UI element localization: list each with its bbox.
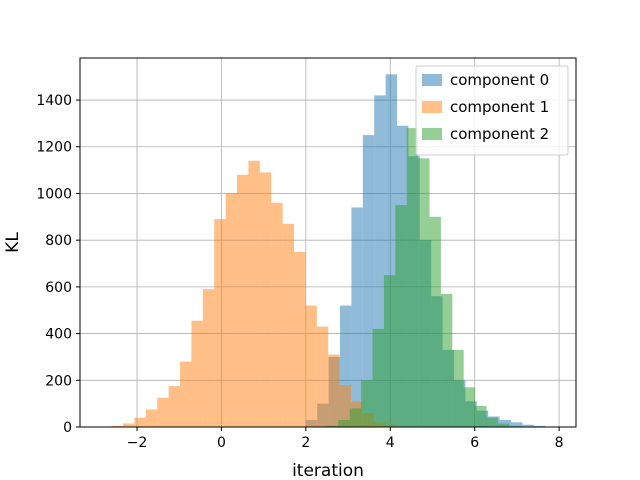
histogram-bar <box>522 424 534 427</box>
y-tick-label: 400 <box>45 327 72 343</box>
histogram-bar <box>248 160 260 427</box>
histogram-bar <box>316 326 329 427</box>
histogram-bar <box>440 293 453 427</box>
histogram-bar <box>406 128 419 427</box>
histogram-bar <box>349 408 362 427</box>
histogram-bar <box>452 349 464 427</box>
histogram-bar <box>361 380 373 427</box>
histogram-bar <box>145 409 158 427</box>
histogram-bar <box>362 135 375 427</box>
histogram-bars <box>111 74 557 428</box>
x-tick-label: 0 <box>217 435 226 451</box>
histogram-bar <box>383 275 396 427</box>
histogram-bar <box>180 361 192 427</box>
x-tick-label: −2 <box>127 435 148 451</box>
y-tick-label: 800 <box>45 233 72 249</box>
histogram-bar <box>237 174 249 427</box>
x-tick-label: 8 <box>555 435 564 451</box>
histogram-bar <box>271 202 283 427</box>
legend-swatch <box>422 74 442 86</box>
y-tick-label: 1200 <box>36 140 72 156</box>
histogram-bar <box>305 305 317 427</box>
histogram-bar <box>202 289 215 427</box>
histogram-bar <box>294 251 306 427</box>
histogram-bar <box>328 354 340 427</box>
histogram-bar <box>486 417 498 427</box>
histogram-bar <box>429 216 441 427</box>
histogram-bar <box>214 219 226 427</box>
histogram-bar <box>339 384 352 427</box>
series-2 <box>326 128 521 427</box>
y-tick-label: 0 <box>63 420 72 436</box>
histogram-bar <box>533 425 546 427</box>
x-tick-label: 4 <box>386 435 395 451</box>
x-axis-label: iteration <box>292 461 364 480</box>
plot-frame <box>79 57 577 428</box>
histogram-bar <box>497 423 510 427</box>
histogram-bar <box>134 417 146 427</box>
y-tick-label: 1400 <box>36 93 72 109</box>
histogram-bar <box>157 397 169 427</box>
histogram-bar <box>225 193 238 427</box>
histogram-bar <box>374 95 386 427</box>
histogram-bar <box>282 223 295 427</box>
histogram-bar <box>351 207 363 427</box>
legend: component 0 component 1 component 2 <box>415 65 569 156</box>
legend-label: component 1 <box>450 98 549 116</box>
histogram-bar <box>418 158 430 427</box>
legend-label: component 0 <box>450 71 549 89</box>
legend-label: component 2 <box>450 125 549 143</box>
histogram-bar <box>463 387 476 427</box>
histogram-bar <box>338 419 350 427</box>
histogram-bar <box>372 328 384 427</box>
axis-ticks: −2 0 2 4 6 8 0 200 400 600 800 1000 1200 1400 <box>36 93 563 451</box>
histogram-bar <box>259 172 272 427</box>
histogram-bar <box>111 425 124 427</box>
x-tick-label: 2 <box>301 435 310 451</box>
histogram-bar <box>395 205 407 427</box>
y-tick-label: 600 <box>45 280 72 296</box>
y-tick-label: 200 <box>45 373 72 389</box>
legend-box <box>415 65 569 156</box>
grid-lines <box>80 58 576 428</box>
legend-swatch <box>422 101 442 113</box>
series-1 <box>111 160 397 427</box>
y-tick-label: 1000 <box>36 186 72 202</box>
legend-swatch <box>422 128 442 140</box>
histogram-bar <box>509 425 521 427</box>
histogram-bar <box>475 405 487 427</box>
x-tick-label: 6 <box>470 435 479 451</box>
y-axis-label: KL <box>3 232 23 253</box>
histogram-bar <box>510 422 523 427</box>
histogram-bar <box>123 423 135 427</box>
histogram-bar <box>385 74 398 428</box>
histogram-bar <box>191 320 203 427</box>
histogram-bar <box>326 425 339 427</box>
histogram-bar <box>340 305 352 427</box>
histogram-bar <box>168 386 181 427</box>
